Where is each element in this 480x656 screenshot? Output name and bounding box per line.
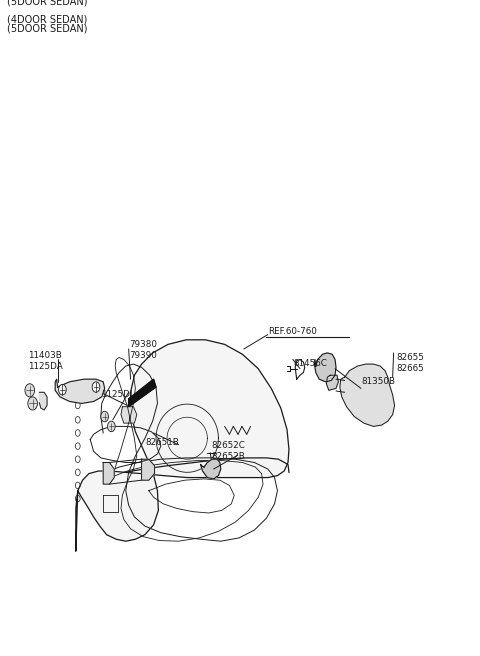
Text: 81350B: 81350B <box>361 377 395 386</box>
Polygon shape <box>39 392 47 410</box>
Text: 82652C
82652B: 82652C 82652B <box>211 441 245 461</box>
Polygon shape <box>76 340 289 551</box>
Polygon shape <box>121 407 137 423</box>
Polygon shape <box>201 459 221 479</box>
Text: 11403B
1125DA: 11403B 1125DA <box>28 351 62 371</box>
Text: REF.60-760: REF.60-760 <box>268 327 317 336</box>
Text: (4DOOR SEDAN)
(5DOOR SEDAN): (4DOOR SEDAN) (5DOOR SEDAN) <box>7 0 88 6</box>
Circle shape <box>59 384 66 395</box>
Text: 1125DL: 1125DL <box>101 390 134 400</box>
Circle shape <box>108 421 115 432</box>
Polygon shape <box>142 459 155 480</box>
Circle shape <box>25 384 35 397</box>
Circle shape <box>101 411 108 422</box>
Text: (4DOOR SEDAN): (4DOOR SEDAN) <box>7 14 87 24</box>
Polygon shape <box>129 379 156 407</box>
Polygon shape <box>103 462 114 484</box>
Polygon shape <box>55 379 105 403</box>
Text: 82651B: 82651B <box>145 438 179 447</box>
Circle shape <box>92 382 100 392</box>
Text: (5DOOR SEDAN): (5DOOR SEDAN) <box>7 24 88 33</box>
Text: 81456C: 81456C <box>294 359 328 369</box>
Text: 79380
79390: 79380 79390 <box>130 340 157 359</box>
Circle shape <box>28 397 37 410</box>
Text: 82655
82665: 82655 82665 <box>396 353 424 373</box>
Polygon shape <box>326 375 338 390</box>
Polygon shape <box>314 353 336 382</box>
Polygon shape <box>340 364 395 426</box>
